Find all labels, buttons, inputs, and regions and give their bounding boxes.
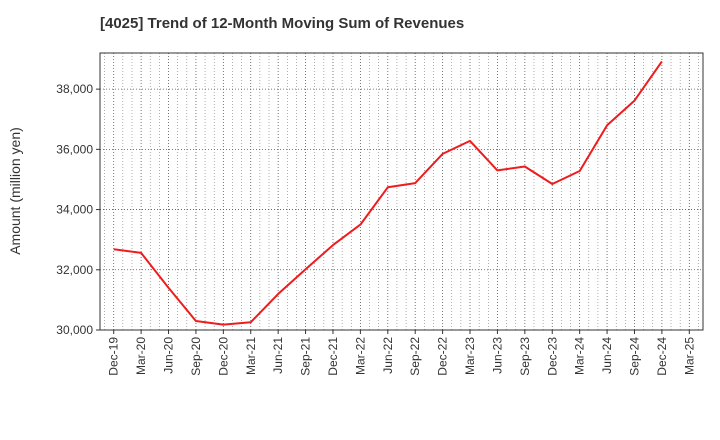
x-tick-label: Jun-21 — [271, 337, 285, 374]
x-tick-label: Sep-20 — [189, 337, 203, 376]
x-tick-label: Dec-23 — [545, 337, 559, 376]
y-tick-label: 34,000 — [56, 203, 93, 217]
x-tick-label: Jun-24 — [600, 337, 614, 374]
x-tick-label: Dec-24 — [655, 337, 669, 376]
chart-title: [4025] Trend of 12-Month Moving Sum of R… — [100, 15, 465, 32]
y-tick-label: 30,000 — [56, 323, 93, 337]
y-axis-ticks: 30,000 32,000 34,000 36,000 38,000 — [56, 82, 100, 337]
series-line — [113, 60, 663, 326]
x-tick-label: Jun-22 — [381, 337, 395, 374]
x-axis-ticks: Dec-19 Mar-20 Jun-20 Sep-20 Dec-20 Mar-21 Jun-… — [107, 330, 696, 376]
x-tick-label: Dec-22 — [436, 337, 450, 376]
x-tick-label: Jun-20 — [162, 337, 176, 374]
x-tick-label: Dec-19 — [107, 337, 121, 376]
y-tick-label: 36,000 — [56, 142, 93, 156]
x-tick-label: Mar-21 — [244, 337, 258, 375]
x-tick-label: Mar-25 — [682, 337, 696, 375]
x-tick-label: Mar-20 — [134, 337, 148, 375]
x-tick-label: Dec-20 — [216, 337, 230, 376]
y-tick-label: 38,000 — [56, 82, 93, 96]
series-layer — [113, 60, 663, 326]
x-tick-label: Sep-24 — [627, 337, 641, 376]
x-tick-label: Mar-24 — [573, 337, 587, 375]
y-tick-label: 32,000 — [56, 263, 93, 277]
x-tick-label: Sep-22 — [408, 337, 422, 376]
plot-frame — [99, 52, 704, 331]
x-tick-label: Mar-23 — [463, 337, 477, 375]
x-tick-label: Jun-23 — [490, 337, 504, 374]
grid-lines — [100, 53, 703, 331]
x-tick-label: Dec-21 — [326, 337, 340, 376]
x-tick-label: Sep-23 — [518, 337, 532, 376]
x-tick-label: Sep-21 — [299, 337, 313, 376]
x-tick-label: Mar-22 — [353, 337, 367, 375]
